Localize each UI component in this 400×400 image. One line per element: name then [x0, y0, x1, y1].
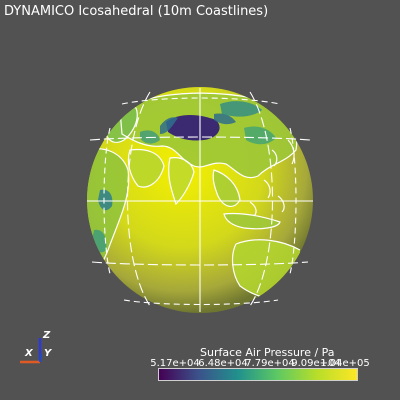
colorbar-tick-label: 1.04e+05: [320, 358, 370, 369]
colorbar-ticks: 5.17e+04 6.48e+04 7.79e+04 9.09e+04 1.04…: [150, 358, 370, 370]
colorbar-tick-label: 5.17e+04: [150, 358, 200, 369]
colorbar-tick-label: 9.09e+04: [291, 358, 341, 369]
x-axis-label: X: [24, 348, 34, 359]
colorbar-title: Surface Air Pressure / Pa: [200, 346, 335, 359]
orientation-axes: Z X Y: [20, 330, 53, 364]
plot-title: DYNAMICO Icosahedral (10m Coastlines): [4, 4, 269, 19]
siberia-highlands: [244, 126, 276, 145]
colorbar-tick-label: 6.48e+04: [198, 358, 248, 369]
indonesia-land: [224, 213, 280, 229]
z-axis-label: Z: [42, 330, 51, 341]
tibet-edge: [160, 113, 236, 134]
graticule: [87, 88, 313, 312]
y-axis-line: [39, 353, 42, 363]
mongolia-plateau: [220, 101, 262, 117]
se-asia-land: [213, 170, 240, 207]
arabia-land: [128, 149, 164, 188]
y-axis-label: Y: [44, 348, 53, 359]
tibet-low-pressure: [166, 115, 220, 141]
colorbar-tick-label: 7.79e+04: [245, 358, 295, 369]
colorbar: [158, 368, 358, 381]
india-land: [168, 157, 194, 204]
east-africa-highlands: [98, 189, 113, 211]
